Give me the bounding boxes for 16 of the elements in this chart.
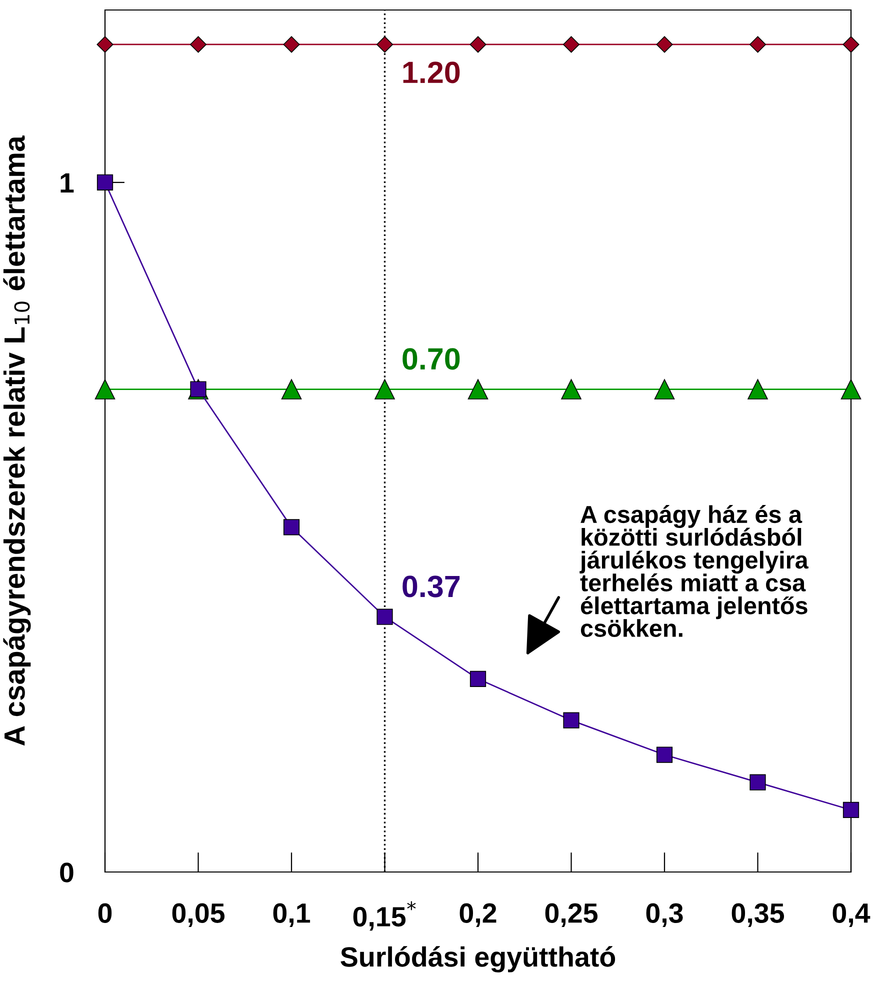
data-label: 0.37 [402, 576, 460, 598]
x-tick-label: 0,1 [273, 903, 310, 927]
x-tick-label: 0,35 [732, 903, 784, 927]
data-label: 0.70 [402, 348, 460, 370]
x-tick-label: 0,3 [646, 903, 683, 927]
data-label: 1.20 [403, 62, 460, 84]
y-axis-title: A csapágyrendszerek relativ L$_{10}$ élettartama [3, 136, 31, 746]
x-tick-label: 0 [98, 903, 112, 923]
x-tick-label: 0,15$^{*}$ [353, 901, 416, 931]
x-tick-label: 0,2 [460, 903, 496, 927]
x-tick-label: 0,25 [545, 903, 598, 927]
x-axis-title: Surlódási együttható [340, 946, 616, 972]
x-tick-label: 0,05 [172, 903, 225, 927]
x-tick-label: 0,4 [832, 903, 870, 927]
annotation: A csapágy ház és a közötti surlódásból járulékos tengelyira terhelés miatt a csa élettartama jelentős csökken. [580, 505, 808, 637]
y-tick-label: 1 [60, 173, 74, 192]
